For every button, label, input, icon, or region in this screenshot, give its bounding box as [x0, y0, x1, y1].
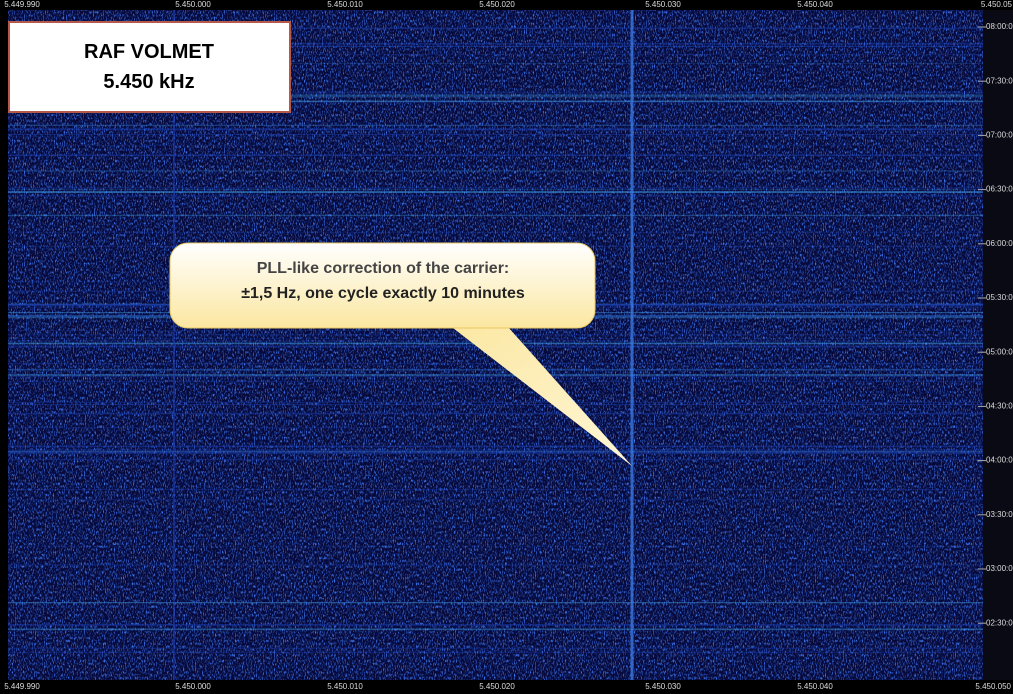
bottom-axis-label: 5.450.020 [479, 682, 515, 691]
top-axis-label: 5.450.010 [327, 0, 363, 9]
title: RAF VOLMET [84, 41, 214, 63]
bottom-axis-label: 5.450.050 [975, 682, 1011, 691]
bottom-axis-label: 5.450.010 [327, 682, 363, 691]
right-axis-label: 07:30:0 [986, 76, 1013, 85]
right-axis-label: 06:00:0 [986, 239, 1013, 248]
top-axis-label: 5.450.040 [797, 0, 833, 9]
right-axis-label: 07:00:0 [986, 131, 1013, 140]
frequency: 5.450 kHz [103, 71, 194, 93]
callout-tail [440, 318, 632, 466]
right-axis-bg [983, 10, 1013, 680]
callout-line: ±1,5 Hz, one cycle exactly 10 minutes [241, 285, 525, 302]
right-axis-label: 04:30:0 [986, 402, 1013, 411]
callout-line: PLL-like correction of the carrier: [257, 260, 510, 277]
title-box [8, 21, 291, 113]
right-axis-label: 03:00:0 [986, 564, 1013, 573]
right-axis-label: 03:30:0 [986, 510, 1013, 519]
right-axis-label: 05:00:0 [986, 347, 1013, 356]
axes: 5.449.990 5.450.000 5.450.010 5.450.020 5.45… [4, 0, 1013, 691]
bottom-axis-label: 5.450.030 [645, 682, 681, 691]
top-axis-label: 5.449.990 [4, 0, 40, 9]
right-axis-label: 08:00:0 [986, 22, 1013, 31]
right-axis-label: 06:30:0 [986, 185, 1013, 194]
bottom-axis-label: 5.449.990 [4, 682, 40, 691]
right-axis-label: 02:30:0 [986, 618, 1013, 627]
streaks [8, 27, 983, 653]
top-axis-label: 5.450.05 [981, 0, 1013, 9]
bottom-axis-label: 5.450.040 [797, 682, 833, 691]
top-axis-label: 5.450.020 [479, 0, 515, 9]
right-axis-label: 04:00:0 [986, 456, 1013, 465]
top-axis-label: 5.450.030 [645, 0, 681, 9]
bottom-axis-label: 5.450.000 [175, 682, 211, 691]
callout [169, 242, 596, 329]
top-axis-label: 5.450.000 [175, 0, 211, 9]
right-axis-label: 05:30:0 [986, 293, 1013, 302]
